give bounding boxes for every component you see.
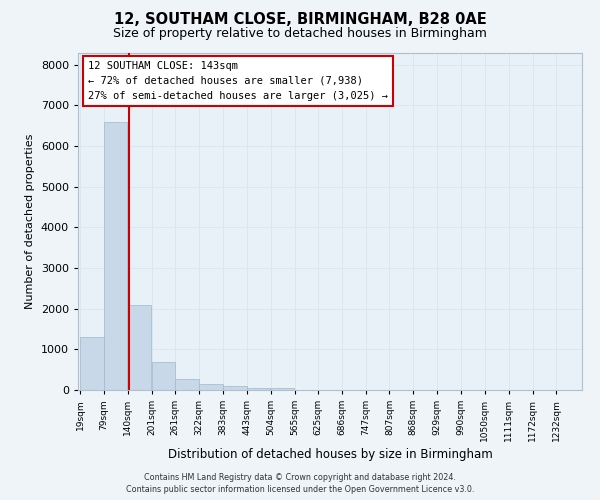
Bar — [104, 122, 127, 390]
Bar — [128, 304, 151, 390]
Text: Size of property relative to detached houses in Birmingham: Size of property relative to detached ho… — [113, 28, 487, 40]
Bar — [247, 388, 270, 390]
Bar — [271, 388, 294, 390]
Text: Contains HM Land Registry data © Crown copyright and database right 2024.
Contai: Contains HM Land Registry data © Crown c… — [126, 472, 474, 494]
Y-axis label: Number of detached properties: Number of detached properties — [25, 134, 35, 309]
Text: 12, SOUTHAM CLOSE, BIRMINGHAM, B28 0AE: 12, SOUTHAM CLOSE, BIRMINGHAM, B28 0AE — [113, 12, 487, 28]
Text: 12 SOUTHAM CLOSE: 143sqm
← 72% of detached houses are smaller (7,938)
27% of sem: 12 SOUTHAM CLOSE: 143sqm ← 72% of detach… — [88, 61, 388, 100]
Bar — [80, 337, 104, 390]
Bar — [175, 378, 199, 390]
Bar — [223, 386, 247, 390]
Bar — [199, 384, 223, 390]
X-axis label: Distribution of detached houses by size in Birmingham: Distribution of detached houses by size … — [167, 448, 493, 461]
Bar — [152, 362, 175, 390]
